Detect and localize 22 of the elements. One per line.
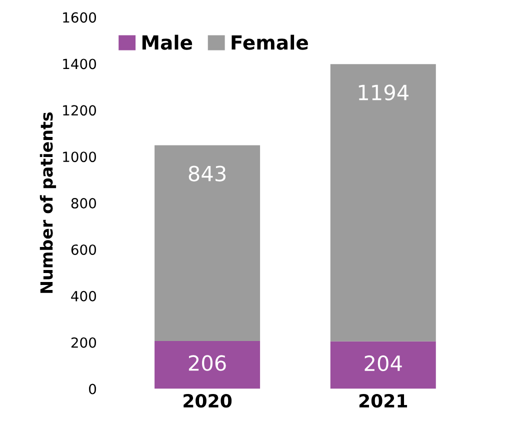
legend-label: Male [142,34,192,50]
y-axis-title: Number of patients [40,112,56,293]
y-tick-label: 1400 [63,58,96,70]
x-tick-label: 2020 [184,394,232,408]
y-tick-label: 600 [71,244,96,255]
y-tick-label: 1200 [63,105,96,116]
y-tick-label: 1000 [63,152,96,162]
data-label: 206 [188,355,226,371]
y-tick-label: 400 [71,290,96,302]
y-tick-label: 200 [71,337,96,348]
data-label: 843 [188,166,226,182]
bar [154,340,260,389]
x-tick-label: 2021 [359,394,408,408]
y-tick-label: 1600 [63,12,96,23]
y-tick-label: 0 [89,384,96,394]
data-label: 204 [364,355,402,372]
bar [330,64,436,342]
data-label: 1194 [358,84,408,100]
bar [330,341,436,389]
bar [154,145,260,341]
legend-label: Female [232,34,308,50]
y-tick-label: 800 [71,198,96,209]
